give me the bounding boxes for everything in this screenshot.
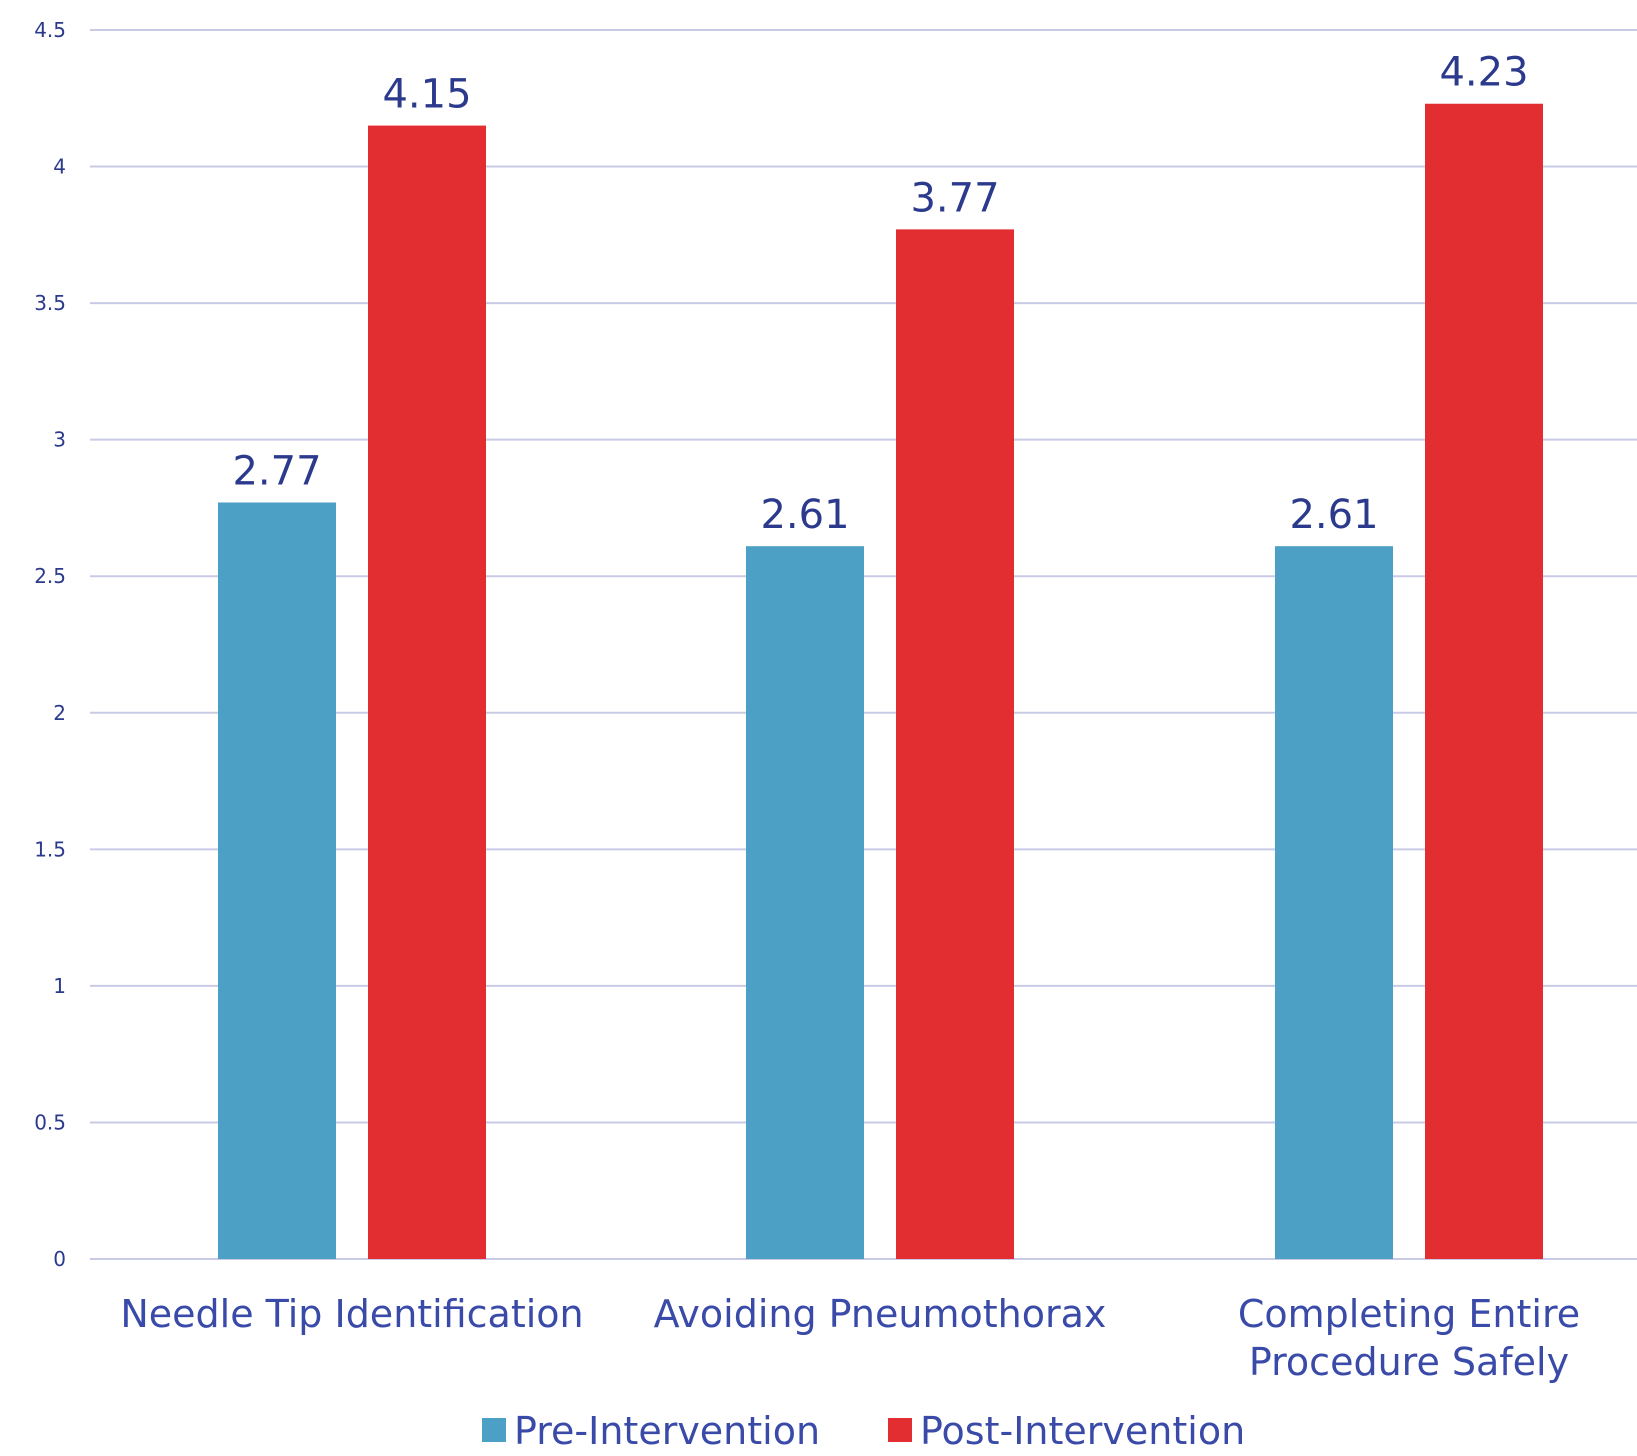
- y-tick-label: 4.5: [34, 18, 66, 42]
- legend-label-pre-intervention: Pre-Intervention: [514, 1409, 820, 1453]
- data-label: 2.61: [760, 492, 849, 538]
- bar-pre-intervention: [746, 546, 864, 1259]
- data-label: 2.61: [1289, 492, 1378, 538]
- data-labels: 2.77 4.15 2.61 3.77 2.61 4.23: [232, 50, 1528, 538]
- bar-post-intervention: [368, 125, 486, 1260]
- x-category-label: Procedure Safely: [1249, 1340, 1569, 1384]
- y-axis-ticks: 0 0.5 1 1.5 2 2.5 3 3.5 4 4.5: [34, 18, 66, 1271]
- y-tick-label: 0.5: [34, 1110, 66, 1134]
- x-category-label: Avoiding Pneumothorax: [654, 1292, 1107, 1336]
- y-tick-label: 1.5: [34, 837, 66, 861]
- y-tick-label: 0: [53, 1247, 66, 1271]
- bar-pre-intervention: [218, 502, 336, 1260]
- bar-pre-intervention: [1275, 546, 1393, 1259]
- y-tick-label: 3.5: [34, 291, 66, 315]
- bars: [218, 103, 1543, 1260]
- legend-swatch-post-intervention: [888, 1418, 912, 1442]
- y-tick-label: 4: [53, 155, 66, 179]
- bar-post-intervention: [896, 229, 1014, 1260]
- y-tick-label: 2: [53, 701, 66, 725]
- x-axis-labels: Needle Tip Identification Avoiding Pneumo…: [120, 1292, 1580, 1384]
- data-label: 2.77: [232, 448, 321, 494]
- x-category-label: Completing Entire: [1238, 1292, 1580, 1336]
- y-tick-label: 1: [53, 974, 66, 998]
- legend: Pre-Intervention Post-Intervention: [482, 1409, 1245, 1453]
- data-label: 4.15: [382, 72, 471, 118]
- data-label: 3.77: [910, 175, 999, 221]
- legend-label-post-intervention: Post-Intervention: [920, 1409, 1245, 1453]
- y-tick-label: 3: [53, 428, 66, 452]
- data-label: 4.23: [1439, 50, 1528, 96]
- legend-swatch-pre-intervention: [482, 1418, 506, 1442]
- x-category-label: Needle Tip Identification: [120, 1292, 583, 1336]
- y-tick-label: 2.5: [34, 564, 66, 588]
- bar-post-intervention: [1425, 103, 1543, 1260]
